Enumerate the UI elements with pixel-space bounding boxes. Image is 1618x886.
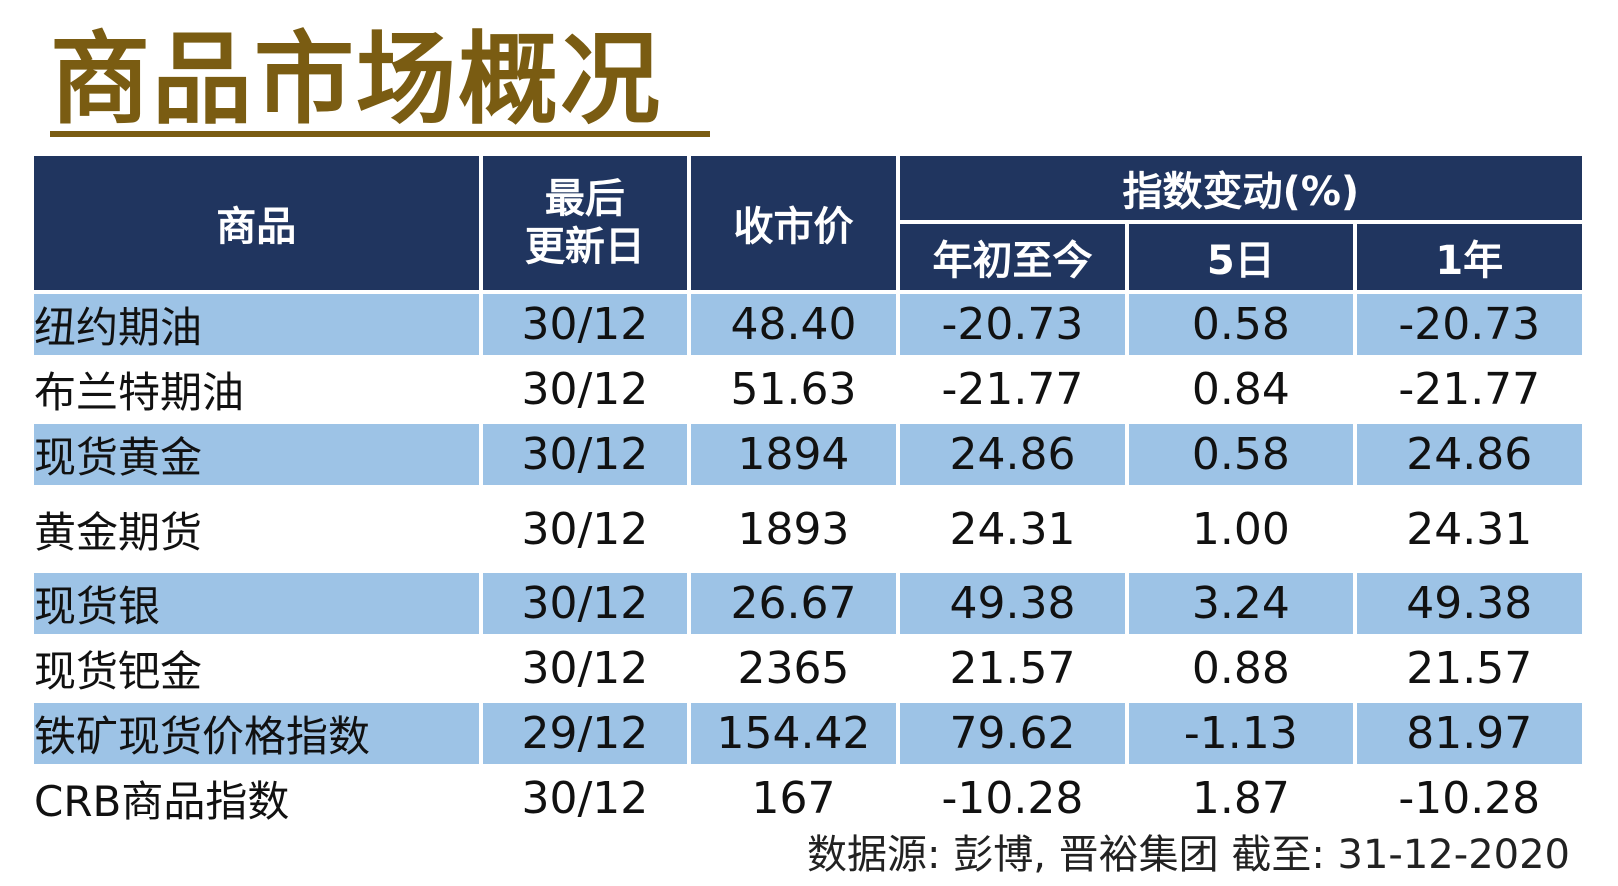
header-close: 收市价 — [691, 156, 896, 290]
ytd-change: 24.86 — [899, 424, 1126, 485]
last-update-date: 29/12 — [482, 703, 688, 764]
last-update-date: 30/12 — [521, 643, 649, 694]
table-row: 黄金期货 30/12 1893 24.31 1.00 24.31 — [34, 489, 1582, 569]
ytd-change: 24.31 — [949, 503, 1076, 555]
table-row: 纽约期油 30/12 48.40 -20.73 0.58 -20.73 — [34, 294, 1582, 355]
table-row: CRB商品指数 30/12 167 -10.28 1.87 -10.28 — [34, 768, 1582, 829]
1y-change: -10.28 — [1398, 773, 1541, 824]
5d-change: 0.58 — [1129, 424, 1353, 485]
ytd-change: -21.77 — [941, 364, 1084, 415]
commodity-name: 黄金期货 — [34, 507, 203, 557]
header-5d: 5日 — [1129, 224, 1353, 290]
5d-change: 0.84 — [1191, 364, 1290, 415]
close-price: 1894 — [691, 424, 896, 485]
title-underline — [50, 131, 710, 137]
ytd-change: 49.38 — [899, 573, 1126, 634]
commodity-table: 商品 最后 更新日 收市价 指数变动(%) 年初至今 5日 1年 纽约期油 30… — [30, 152, 1586, 833]
commodity-name: 现货钯金 — [34, 647, 203, 696]
1y-change: 24.86 — [1356, 424, 1582, 485]
header-last-update-line2: 更新日 — [524, 224, 645, 270]
last-update-date: 30/12 — [521, 773, 649, 824]
5d-change: 0.58 — [1129, 294, 1353, 355]
ytd-change: -20.73 — [899, 294, 1126, 355]
1y-change: 81.97 — [1356, 703, 1582, 764]
data-source-note: 数据源: 彭博, 晋裕集团 截至: 31-12-2020 — [807, 832, 1570, 878]
close-price: 48.40 — [691, 294, 896, 355]
close-price: 51.63 — [730, 364, 857, 415]
commodity-name: CRB商品指数 — [34, 777, 290, 826]
last-update-date: 30/12 — [482, 294, 688, 355]
header-change-group: 指数变动(%) — [899, 156, 1582, 220]
5d-change: -1.13 — [1129, 703, 1353, 764]
header-ytd: 年初至今 — [899, 224, 1126, 290]
header-commodity: 商品 — [34, 156, 479, 290]
commodity-name: 铁矿现货价格指数 — [34, 703, 479, 764]
ytd-change: 79.62 — [899, 703, 1126, 764]
1y-change: 21.57 — [1406, 643, 1533, 694]
close-price: 2365 — [737, 643, 850, 694]
table-row: 铁矿现货价格指数 29/12 154.42 79.62 -1.13 81.97 — [34, 703, 1582, 764]
5d-change: 3.24 — [1129, 573, 1353, 634]
table-row: 布兰特期油 30/12 51.63 -21.77 0.84 -21.77 — [34, 359, 1582, 420]
header-last-update-line1: 最后 — [544, 176, 625, 222]
page-title: 商品市场概况 — [50, 21, 662, 138]
last-update-date: 30/12 — [521, 503, 649, 555]
commodity-name: 布兰特期油 — [34, 368, 245, 417]
ytd-change: -10.28 — [941, 773, 1084, 824]
1y-change: 49.38 — [1356, 573, 1582, 634]
1y-change: -20.73 — [1356, 294, 1582, 355]
table-row: 现货黄金 30/12 1894 24.86 0.58 24.86 — [34, 424, 1582, 485]
1y-change: -21.77 — [1398, 364, 1541, 415]
header-1y: 1年 — [1356, 224, 1582, 290]
last-update-date: 30/12 — [521, 364, 649, 415]
1y-change: 24.31 — [1406, 503, 1533, 555]
5d-change: 1.87 — [1191, 773, 1290, 824]
commodity-name: 现货黄金 — [34, 424, 479, 485]
close-price: 167 — [751, 773, 836, 824]
table-row: 现货银 30/12 26.67 49.38 3.24 49.38 — [34, 573, 1582, 634]
close-price: 1893 — [737, 503, 850, 555]
5d-change: 0.88 — [1191, 643, 1290, 694]
ytd-change: 21.57 — [949, 643, 1076, 694]
last-update-date: 30/12 — [482, 424, 688, 485]
table-row: 现货钯金 30/12 2365 21.57 0.88 21.57 — [34, 638, 1582, 699]
5d-change: 1.00 — [1191, 503, 1290, 555]
commodity-name: 纽约期油 — [34, 294, 479, 355]
close-price: 26.67 — [691, 573, 896, 634]
close-price: 154.42 — [691, 703, 896, 764]
commodity-name: 现货银 — [34, 573, 479, 634]
last-update-date: 30/12 — [482, 573, 688, 634]
header-last-update: 最后 更新日 — [482, 156, 688, 290]
